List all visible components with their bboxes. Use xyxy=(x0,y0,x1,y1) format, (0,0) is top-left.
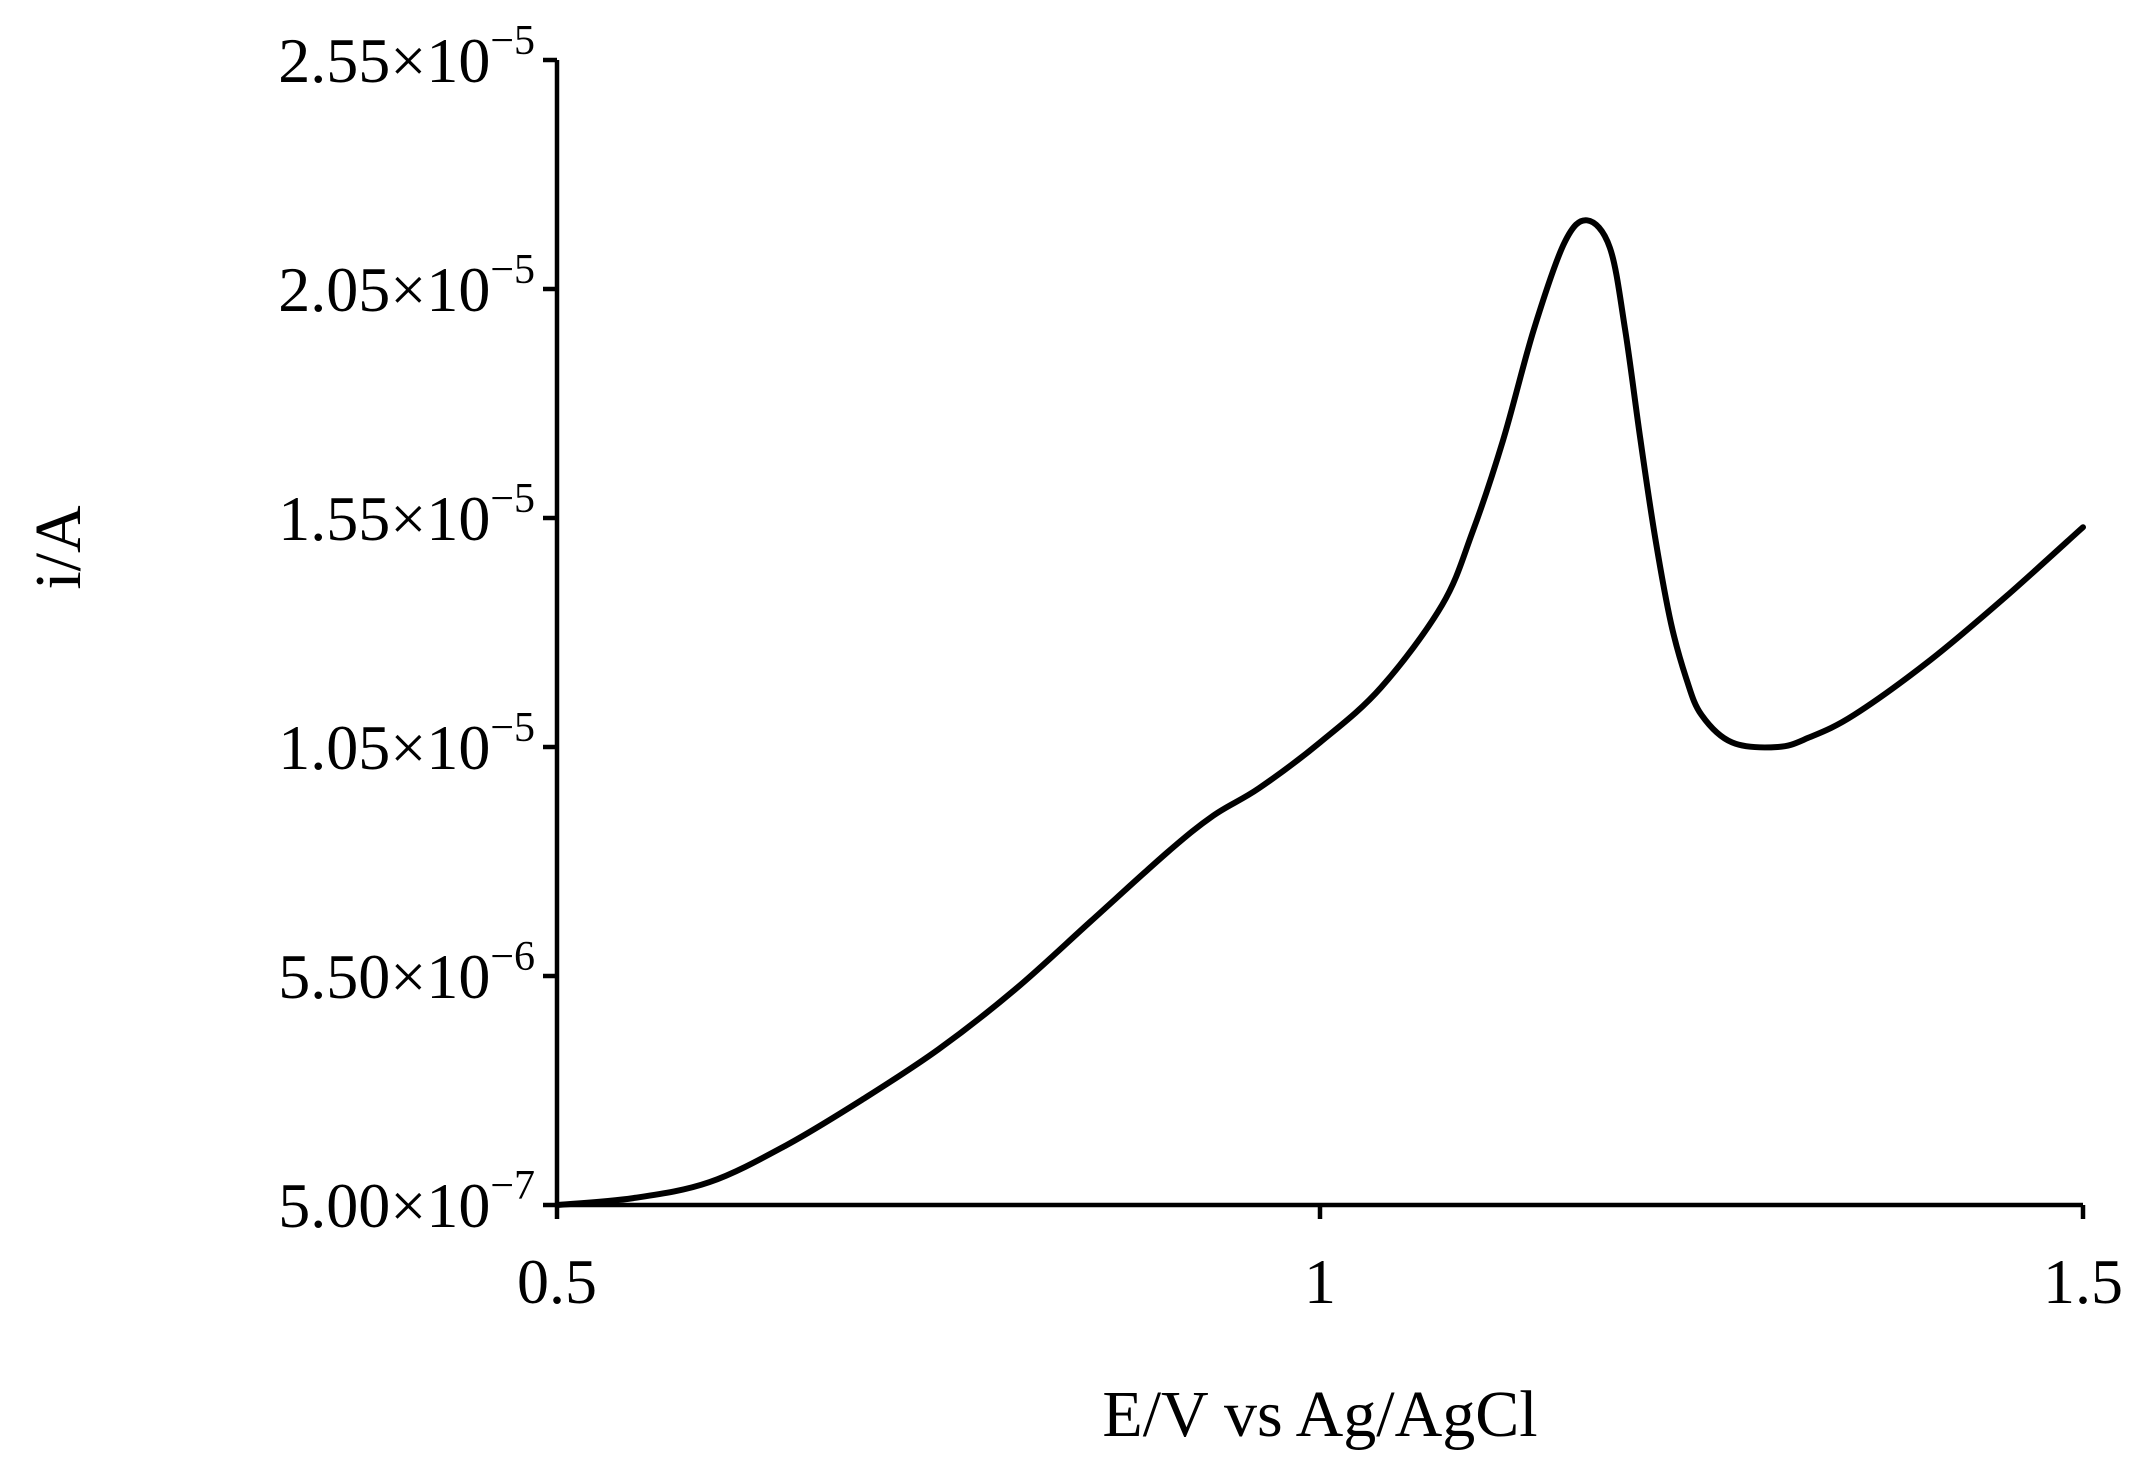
y-tick-label: 1.55×10−5 xyxy=(278,476,535,554)
x-tick-label: 0.5 xyxy=(517,1246,597,1317)
y-tick-exponent: −5 xyxy=(490,247,535,293)
series-layer xyxy=(554,217,2086,1208)
axes xyxy=(554,60,2083,1208)
x-axis-title: E/V vs Ag/AgCl xyxy=(1102,1378,1537,1451)
y-tick-label: 5.50×10−6 xyxy=(278,934,535,1012)
y-tick-mantissa: 1.55×10 xyxy=(278,483,490,554)
x-ticks: 0.5 1 1.5 xyxy=(517,1205,2123,1317)
x-tick-label: 1.5 xyxy=(2043,1246,2123,1317)
y-tick-label: 2.05×10−5 xyxy=(278,247,535,325)
y-tick-exponent: −5 xyxy=(490,18,535,64)
y-tick-exponent: −5 xyxy=(490,705,535,751)
y-tick-label: 1.05×10−5 xyxy=(278,705,535,783)
y-tick-mantissa: 2.55×10 xyxy=(278,25,490,96)
y-tick-exponent: −7 xyxy=(490,1163,535,1209)
y-tick-mantissa: 2.05×10 xyxy=(278,254,490,325)
y-tick-label: 5.00×10−7 xyxy=(278,1163,535,1241)
y-ticks: 5.00×10−75.50×10−61.05×10−51.55×10−52.05… xyxy=(278,18,557,1241)
y-tick-label: 2.55×10−5 xyxy=(278,18,535,96)
series-line xyxy=(554,217,2086,1208)
y-tick-exponent: −5 xyxy=(490,476,535,522)
y-tick-mantissa: 5.00×10 xyxy=(278,1170,490,1241)
x-tick-label: 1 xyxy=(1304,1246,1336,1317)
y-tick-mantissa: 5.50×10 xyxy=(278,941,490,1012)
y-tick-exponent: −6 xyxy=(490,934,535,980)
y-tick-mantissa: 1.05×10 xyxy=(278,712,490,783)
y-axis-title: i/A xyxy=(22,505,95,590)
